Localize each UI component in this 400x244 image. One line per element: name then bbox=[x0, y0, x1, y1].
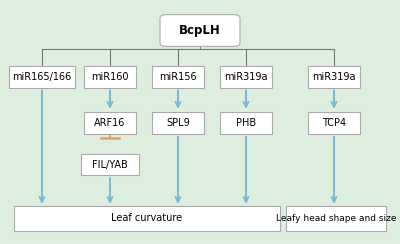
Text: miR160: miR160 bbox=[91, 72, 129, 82]
Text: TCP4: TCP4 bbox=[322, 118, 346, 128]
FancyBboxPatch shape bbox=[152, 112, 204, 134]
FancyBboxPatch shape bbox=[84, 112, 136, 134]
Text: BcpLH: BcpLH bbox=[179, 24, 221, 37]
FancyBboxPatch shape bbox=[160, 15, 240, 46]
FancyBboxPatch shape bbox=[9, 66, 75, 88]
Text: miR319a: miR319a bbox=[224, 72, 268, 82]
FancyBboxPatch shape bbox=[14, 206, 280, 231]
Text: SPL9: SPL9 bbox=[166, 118, 190, 128]
Text: miR319a: miR319a bbox=[312, 72, 356, 82]
Text: ARF16: ARF16 bbox=[94, 118, 126, 128]
FancyBboxPatch shape bbox=[84, 66, 136, 88]
Text: miR165/166: miR165/166 bbox=[12, 72, 72, 82]
FancyBboxPatch shape bbox=[220, 66, 272, 88]
FancyBboxPatch shape bbox=[308, 112, 360, 134]
FancyBboxPatch shape bbox=[152, 66, 204, 88]
Text: FIL/YAB: FIL/YAB bbox=[92, 160, 128, 170]
Text: Leafy head shape and size: Leafy head shape and size bbox=[276, 214, 396, 223]
FancyBboxPatch shape bbox=[220, 112, 272, 134]
FancyBboxPatch shape bbox=[308, 66, 360, 88]
FancyBboxPatch shape bbox=[286, 206, 386, 231]
Text: Leaf curvature: Leaf curvature bbox=[112, 214, 182, 223]
Text: PHB: PHB bbox=[236, 118, 256, 128]
FancyBboxPatch shape bbox=[81, 154, 139, 175]
Text: miR156: miR156 bbox=[159, 72, 197, 82]
